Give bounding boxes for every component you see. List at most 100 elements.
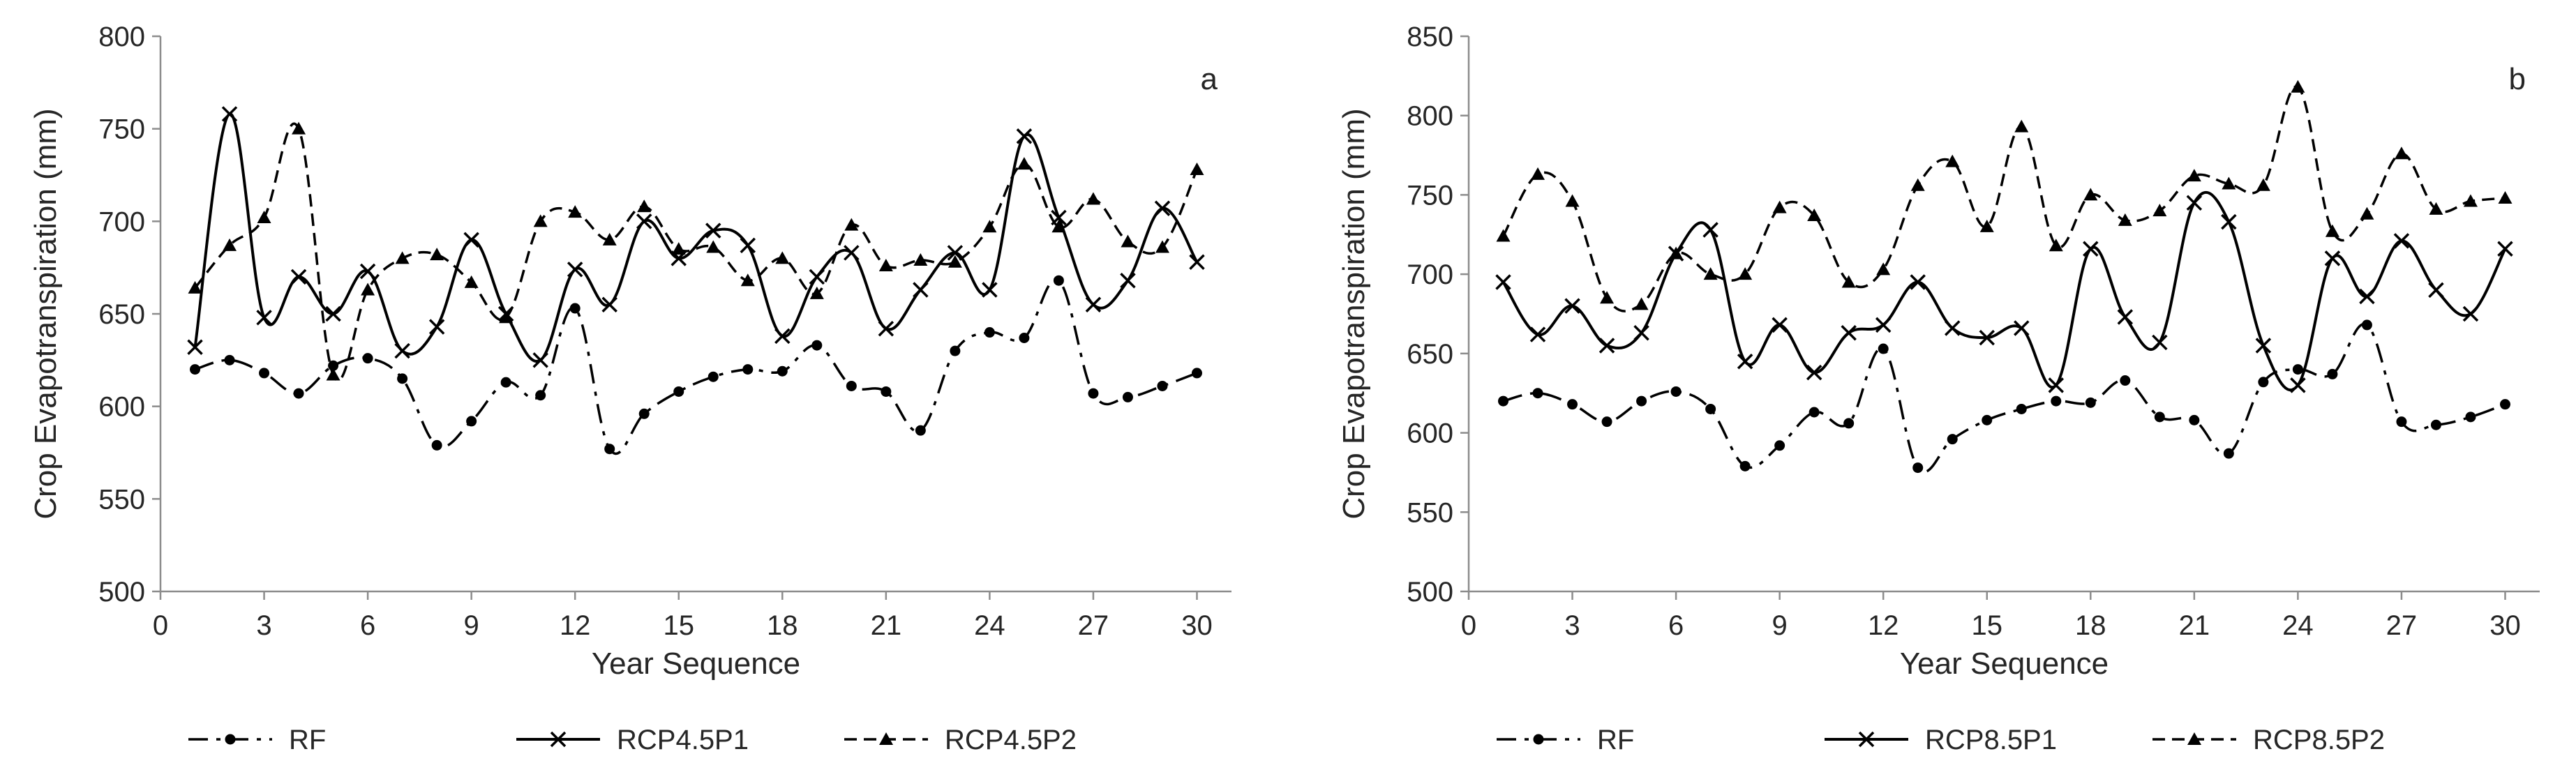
legend-label: RCP8.5P1 <box>1925 725 2057 755</box>
data-point-RCP8.5P2 <box>2360 206 2374 220</box>
data-point-RCP8.5P2 <box>1807 208 1822 221</box>
legend-marker <box>2187 732 2201 745</box>
data-point-RCP8.5P1 <box>2083 241 2099 257</box>
data-point-RCP8.5P2 <box>1772 200 1787 213</box>
data-point-RCP8.5P2 <box>1945 154 1960 167</box>
data-point-RCP4.5P2 <box>948 255 962 268</box>
data-point-RCP8.5P2 <box>2463 194 2478 207</box>
data-point-RF <box>2465 412 2476 423</box>
data-point-RCP4.5P2 <box>706 240 721 253</box>
data-point-RCP4.5P1 <box>532 352 548 368</box>
data-point-RCP8.5P1 <box>2014 320 2030 336</box>
data-point-RF <box>2292 364 2303 375</box>
data-point-RCP4.5P1 <box>705 222 721 239</box>
data-point-RCP4.5P2 <box>1121 234 1135 248</box>
data-point-RCP8.5P1 <box>1737 353 1753 370</box>
data-point-RCP4.5P2 <box>257 211 271 224</box>
data-point-RF <box>1498 395 1509 407</box>
data-point-RCP8.5P1 <box>2186 195 2203 211</box>
data-point-RCP8.5P1 <box>2048 377 2065 393</box>
data-point-RCP4.5P2 <box>1017 157 1031 170</box>
legend-label: RF <box>289 725 326 755</box>
data-point-RCP4.5P1 <box>636 213 652 229</box>
data-point-RCP4.5P2 <box>533 214 548 227</box>
data-point-RCP8.5P1 <box>2462 305 2479 322</box>
panel-label: b <box>2509 62 2526 96</box>
data-point-RF <box>2051 395 2062 407</box>
y-axis-title: Crop Evapotranspiration (mm) <box>29 108 63 519</box>
data-point-RCP8.5P2 <box>2429 202 2443 215</box>
y-tick-label: 650 <box>98 299 145 330</box>
y-tick-label: 700 <box>1407 259 1453 290</box>
data-point-RCP4.5P1 <box>359 263 376 280</box>
data-point-RF <box>777 365 788 377</box>
x-tick-label: 15 <box>1971 610 2002 641</box>
data-point-RCP4.5P2 <box>568 205 583 218</box>
data-point-RCP8.5P2 <box>1876 262 1891 275</box>
data-point-RF <box>1982 414 1993 425</box>
data-point-RCP8.5P2 <box>2498 190 2513 204</box>
data-point-RF <box>466 416 477 427</box>
data-point-RF <box>604 444 615 455</box>
data-point-RF <box>984 327 995 338</box>
y-tick-label: 650 <box>1407 339 1453 370</box>
series-RCP4.5P2 <box>188 121 1204 382</box>
data-point-RCP4.5P1 <box>740 237 756 254</box>
y-tick-label: 500 <box>1407 577 1453 607</box>
data-point-RCP8.5P1 <box>1564 298 1580 314</box>
x-tick-label: 18 <box>2075 610 2106 641</box>
legend-label: RF <box>1597 725 1634 755</box>
data-point-RCP8.5P1 <box>1910 274 1926 290</box>
data-point-RF <box>846 380 857 391</box>
data-point-RCP8.5P2 <box>2325 224 2339 237</box>
data-point-RCP8.5P1 <box>1806 364 1822 381</box>
data-point-RCP8.5P2 <box>1979 219 1994 232</box>
x-tick-label: 18 <box>767 610 798 641</box>
data-point-RCP4.5P1 <box>394 342 410 359</box>
x-axis-title: Year Sequence <box>1900 647 2109 681</box>
data-point-RCP8.5P1 <box>1495 274 1511 290</box>
data-point-RF <box>2258 377 2269 388</box>
data-point-RCP4.5P1 <box>428 319 445 335</box>
data-point-RF <box>638 408 650 419</box>
data-point-RF <box>1878 343 1889 354</box>
data-point-RF <box>362 353 373 364</box>
series-line-RF <box>194 278 1198 455</box>
series-line-RF <box>1503 322 2506 474</box>
data-point-RCP4.5P2 <box>499 310 514 324</box>
data-point-RCP8.5P2 <box>2256 178 2270 191</box>
x-tick-label: 30 <box>1181 610 1213 641</box>
data-point-RCP8.5P2 <box>1496 229 1511 242</box>
data-point-RCP8.5P2 <box>2222 176 2236 190</box>
legend-marker <box>879 732 893 745</box>
data-point-RF <box>2327 368 2338 379</box>
y-tick-label: 550 <box>1407 497 1453 528</box>
data-point-RF <box>2361 319 2372 331</box>
data-point-RCP8.5P2 <box>2083 188 2098 201</box>
x-tick-label: 30 <box>2489 610 2521 641</box>
data-point-RCP4.5P2 <box>637 199 652 213</box>
legend-label: RCP4.5P2 <box>945 725 1077 755</box>
data-point-RCP8.5P1 <box>2152 334 2168 351</box>
x-tick-label: 6 <box>1668 610 1684 641</box>
legend-item-RCP8.5P1: RCP8.5P1 <box>1825 725 2057 755</box>
data-point-RF <box>431 439 442 451</box>
data-point-RCP4.5P1 <box>463 232 479 248</box>
legend-label: RCP4.5P1 <box>617 725 749 755</box>
legend-item-RCP4.5P2: RCP4.5P2 <box>844 725 1077 755</box>
data-point-RF <box>1739 460 1751 471</box>
data-point-RCP4.5P1 <box>290 269 307 285</box>
y-tick-label: 800 <box>98 22 145 52</box>
x-tick-label: 24 <box>2282 610 2314 641</box>
y-tick-label: 500 <box>98 577 145 607</box>
data-point-RCP8.5P1 <box>1633 325 1649 341</box>
y-tick-label: 850 <box>1407 22 1453 52</box>
x-tick-label: 21 <box>871 610 902 641</box>
data-point-RF <box>397 373 408 384</box>
data-point-RF <box>535 390 546 401</box>
legend-marker <box>1858 731 1875 748</box>
data-point-RCP4.5P1 <box>221 106 238 122</box>
data-point-RCP4.5P2 <box>1086 192 1100 205</box>
data-point-RCP4.5P1 <box>1085 296 1102 312</box>
